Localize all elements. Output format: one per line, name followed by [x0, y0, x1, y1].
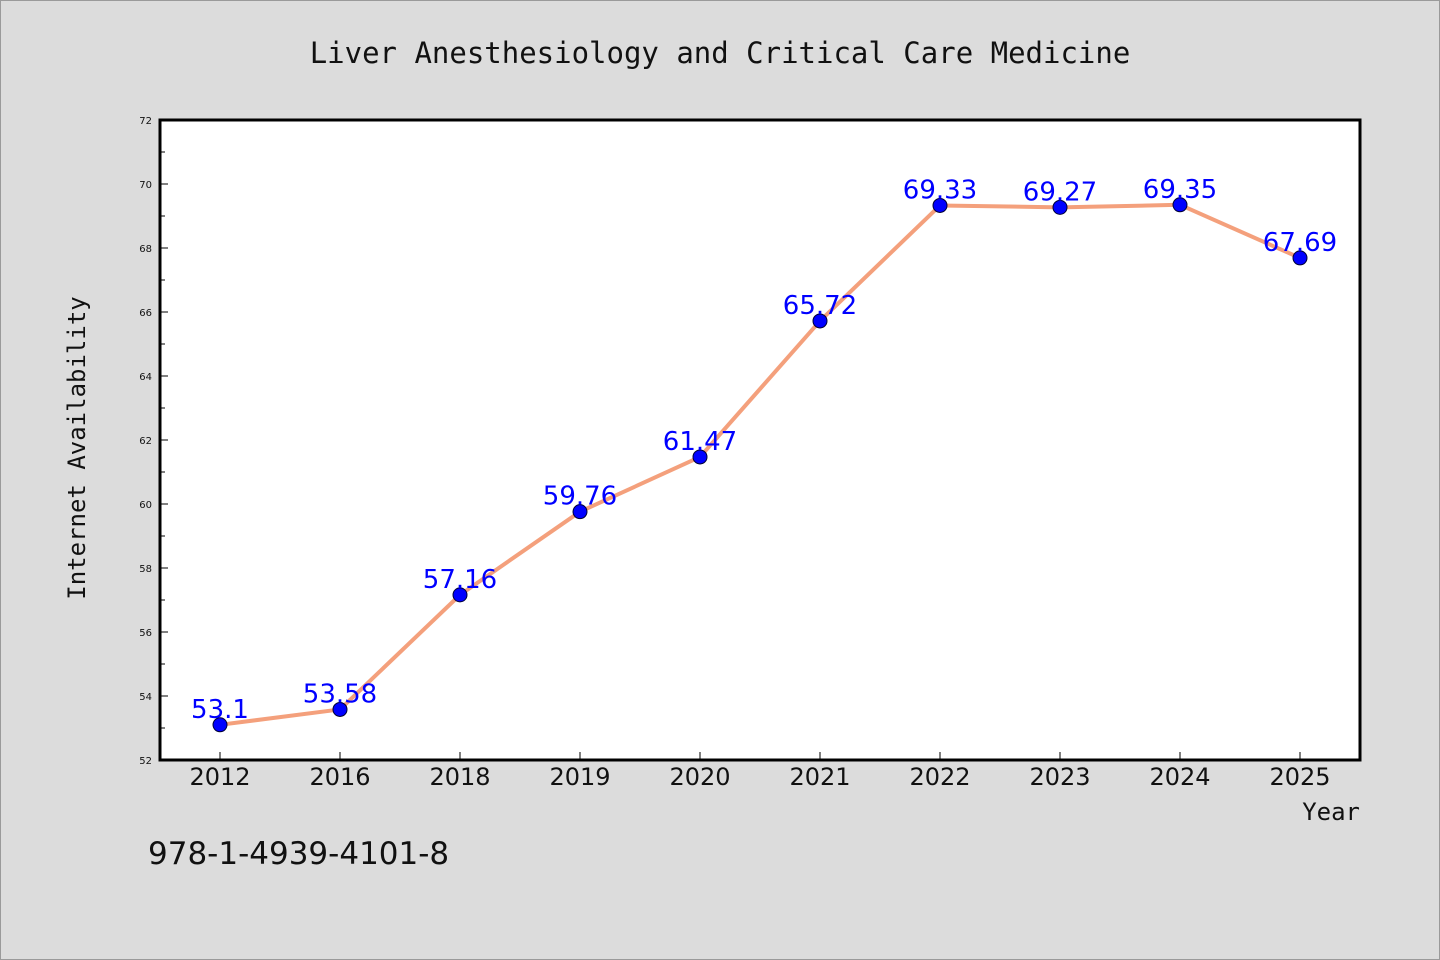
y-tick-label: 70	[139, 180, 152, 191]
data-point	[692, 449, 708, 465]
data-point	[1292, 250, 1308, 266]
y-tick-label: 66	[139, 308, 152, 319]
y-tick-label: 68	[139, 244, 152, 255]
data-label: 69.35	[1143, 175, 1217, 205]
chart-title: Liver Anesthesiology and Critical Care M…	[310, 36, 1131, 70]
y-tick-label: 60	[139, 500, 152, 511]
data-label: 57.16	[423, 565, 497, 595]
data-point	[212, 717, 228, 733]
data-point	[452, 587, 468, 603]
series-line	[218, 202, 1302, 727]
data-label: 59.76	[543, 482, 617, 512]
y-axis-ticks: 52 54 56 58 60 62 64 66 68 70 72	[139, 116, 168, 767]
data-label: 53.58	[303, 679, 377, 709]
data-label: 61.47	[663, 427, 737, 457]
x-tick-label: 2025	[1269, 763, 1330, 791]
data-label: 67.69	[1263, 228, 1337, 258]
data-point	[812, 313, 828, 329]
x-tick-label: 2020	[669, 763, 730, 791]
plot-area	[158, 118, 1362, 762]
x-tick-label: 2023	[1029, 763, 1090, 791]
y-axis-label: Internet Availability	[63, 296, 91, 599]
data-point	[1052, 199, 1068, 215]
y-tick-label: 58	[139, 564, 152, 575]
x-tick-label: 2024	[1149, 763, 1210, 791]
y-tick-label: 56	[139, 628, 152, 639]
data-labels-group: 53.1 53.58 57.16 59.76 61.47 65.72 69.33 69.27 6…	[191, 175, 1337, 725]
y-tick-label: 62	[139, 436, 152, 447]
x-tick-label: 2012	[189, 763, 250, 791]
x-tick-label: 2021	[789, 763, 850, 791]
y-tick-label: 64	[139, 372, 152, 383]
isbn-annotation: 978-1-4939-4101-8	[148, 836, 449, 872]
y-tick-label: 54	[139, 692, 152, 703]
x-tick-label: 2016	[309, 763, 370, 791]
data-label: 53.1	[191, 695, 249, 725]
data-point	[1172, 197, 1188, 213]
data-label: 69.27	[1023, 177, 1097, 207]
x-axis-ticks: 2012 2016 2018 2019 2020 2021 2022 2023 2024 2025	[189, 752, 1331, 791]
y-tick-label: 72	[139, 116, 152, 127]
x-axis-label: Year	[1302, 798, 1360, 826]
data-point	[332, 701, 348, 717]
series-group	[212, 197, 1308, 733]
data-point	[572, 504, 588, 520]
data-point	[932, 197, 948, 213]
x-tick-label: 2022	[909, 763, 970, 791]
x-tick-label: 2019	[549, 763, 610, 791]
data-label: 65.72	[783, 291, 857, 321]
data-label: 69.33	[903, 175, 977, 205]
y-tick-label: 52	[139, 756, 152, 767]
x-tick-label: 2018	[429, 763, 490, 791]
